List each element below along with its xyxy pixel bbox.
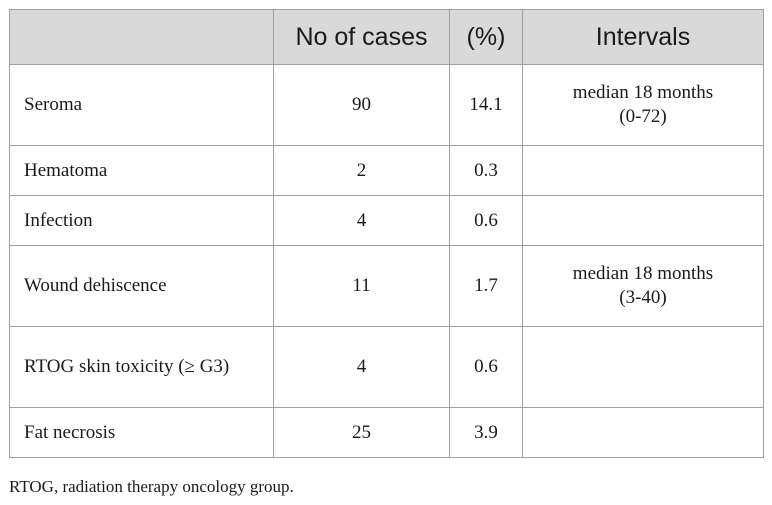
header-percent: (%)	[449, 9, 523, 65]
row-percent: 14.1	[449, 64, 523, 146]
row-label: Seroma	[9, 64, 274, 146]
row-interval	[522, 407, 764, 458]
row-cases: 90	[273, 64, 450, 146]
table-row: Wound dehiscence 11 1.7 median 18 months…	[9, 245, 764, 327]
interval-line2: (0-72)	[619, 106, 667, 127]
complications-table: No of cases (%) Intervals Seroma 90 14.1…	[9, 9, 764, 458]
row-interval: median 18 months (3-40)	[522, 245, 764, 327]
row-interval	[522, 145, 764, 196]
row-interval	[522, 195, 764, 246]
row-label: Fat necrosis	[9, 407, 274, 458]
row-cases: 4	[273, 195, 450, 246]
table-row: Hematoma 2 0.3	[9, 145, 764, 196]
row-cases: 2	[273, 145, 450, 196]
row-cases: 4	[273, 326, 450, 408]
header-no-of-cases: No of cases	[273, 9, 450, 65]
row-label: RTOG skin toxicity (≥ G3)	[9, 326, 274, 408]
header-complication	[9, 9, 274, 65]
table-footnote: RTOG, radiation therapy oncology group.	[9, 477, 294, 496]
row-percent: 1.7	[449, 245, 523, 327]
row-label: Hematoma	[9, 145, 274, 196]
table-row: Infection 4 0.6	[9, 195, 764, 246]
table-header-row: No of cases (%) Intervals	[9, 9, 764, 65]
row-percent: 3.9	[449, 407, 523, 458]
interval-line2: (3-40)	[619, 287, 667, 308]
table-row: Fat necrosis 25 3.9	[9, 407, 764, 458]
row-label: Wound dehiscence	[9, 245, 274, 327]
row-interval: median 18 months (0-72)	[522, 64, 764, 146]
interval-line1: median 18 months	[572, 82, 714, 103]
row-cases: 25	[273, 407, 450, 458]
row-percent: 0.6	[449, 195, 523, 246]
row-interval	[522, 326, 764, 408]
complications-table-container: No of cases (%) Intervals Seroma 90 14.1…	[9, 9, 764, 458]
header-intervals: Intervals	[522, 9, 764, 65]
table-row: RTOG skin toxicity (≥ G3) 4 0.6	[9, 326, 764, 408]
interval-line1: median 18 months	[572, 263, 714, 284]
row-label: Infection	[9, 195, 274, 246]
row-percent: 0.6	[449, 326, 523, 408]
row-percent: 0.3	[449, 145, 523, 196]
table-row: Seroma 90 14.1 median 18 months (0-72)	[9, 64, 764, 146]
row-cases: 11	[273, 245, 450, 327]
